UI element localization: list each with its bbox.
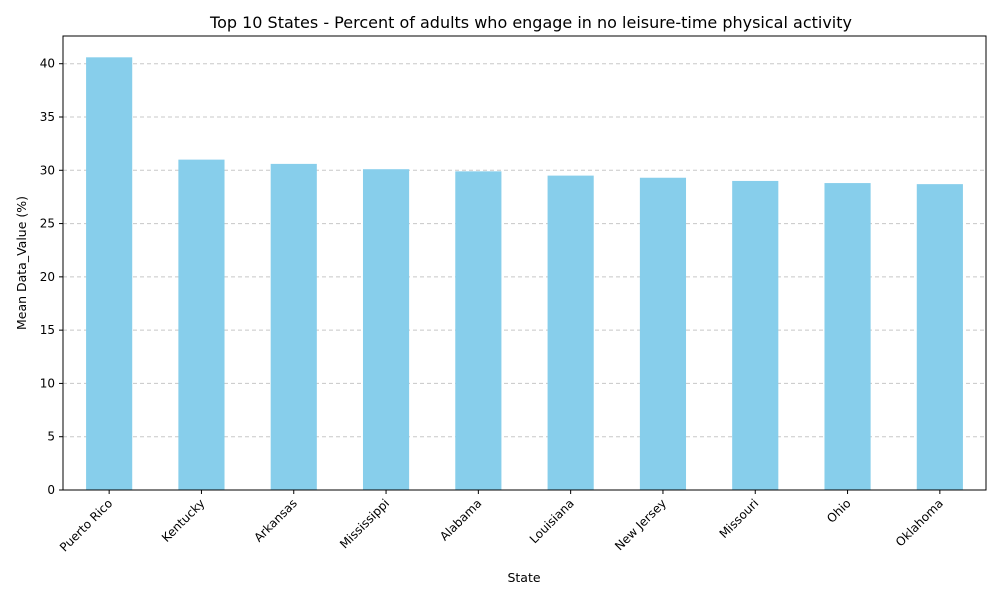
bar-mississippi: [362, 169, 410, 491]
bar-oklahoma: [916, 184, 963, 490]
x-axis-ticks: Puerto Rico Kentucky Arkansas Mississippi Al…: [57, 490, 946, 555]
bar-arkansas: [270, 163, 317, 490]
bar-kentucky: [178, 159, 225, 490]
plot-frame: [62, 35, 987, 491]
y-tick-label: 30: [40, 163, 55, 177]
x-tick-label: Mississippi: [337, 496, 392, 551]
bar-alabama: [455, 171, 502, 490]
x-tick-label: Oklahoma: [893, 496, 946, 549]
chart-title: Top 10 States - Percent of adults who en…: [209, 13, 852, 32]
x-tick-label: Louisiana: [527, 496, 577, 546]
y-axis-label: Mean Data_Value (%): [14, 196, 29, 330]
bars: [86, 57, 963, 491]
y-tick-label: 0: [47, 483, 55, 497]
y-tick-label: 5: [47, 430, 55, 444]
x-tick-label: Arkansas: [251, 496, 300, 545]
x-tick-label: Kentucky: [159, 496, 208, 545]
bar-louisiana: [547, 175, 594, 490]
y-tick-label: 15: [40, 323, 55, 337]
x-tick-label: Alabama: [437, 496, 484, 543]
x-tick-label: Puerto Rico: [57, 496, 115, 554]
bar-puerto-rico: [86, 57, 133, 491]
y-tick-label: 25: [40, 217, 55, 231]
y-axis-ticks: 0 5 10 15 20 25 30 35 40: [40, 57, 63, 497]
x-tick-label: Missouri: [717, 496, 762, 541]
bar-new-jersey: [639, 177, 687, 490]
x-tick-label: Ohio: [824, 496, 854, 526]
y-tick-label: 20: [40, 270, 55, 284]
y-tick-label: 40: [40, 57, 55, 71]
bar-ohio: [824, 183, 871, 490]
y-tick-label: 10: [40, 376, 55, 390]
bar-missouri: [732, 180, 779, 490]
x-axis-label: State: [507, 570, 540, 585]
y-tick-label: 35: [40, 110, 55, 124]
x-tick-label: New Jersey: [612, 496, 669, 553]
